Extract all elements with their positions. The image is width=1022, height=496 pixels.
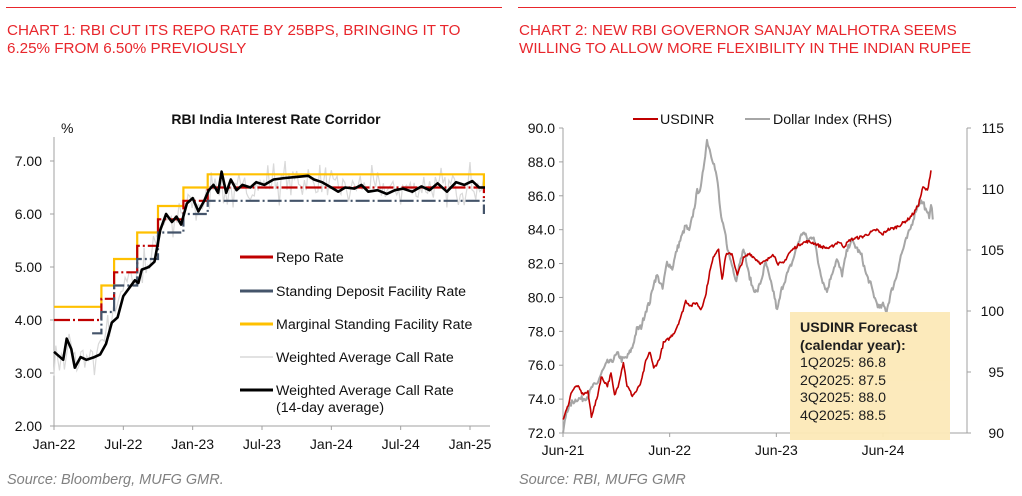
chart2-y-tick-label: 90.0	[528, 120, 555, 136]
forecast-line: 2Q2025: 87.5	[800, 372, 886, 389]
chart1-x-tick-label: Jan-25	[449, 436, 492, 452]
chart1-x-tick-label: Jan-23	[171, 436, 214, 452]
chart1-ylabel: %	[61, 120, 73, 136]
forecast-title: USDINR Forecast	[800, 320, 918, 336]
chart2-y2-tick-label: 95	[988, 364, 1004, 380]
chart1-y-tick-label: 6.00	[15, 206, 42, 222]
legend-label-dxy: Dollar Index (RHS)	[773, 112, 892, 128]
forecast-box: USDINR Forecast (calendar year): 1Q2025:…	[790, 312, 950, 440]
chart2-y2-tick-label: 115	[982, 120, 1005, 136]
chart2-y2-tick-label: 100	[981, 303, 1005, 319]
legend-label-msf: Marginal Standing Facility Rate	[276, 317, 472, 333]
forecast-line: 3Q2025: 88.0	[800, 390, 886, 407]
chart2-y-tick-label: 82.0	[528, 256, 555, 272]
chart1-x-tick-label: Jul-23	[243, 436, 281, 452]
heading-rule	[6, 7, 502, 8]
chart2-y-tick-label: 80.0	[528, 289, 555, 305]
chart2-heading: Chart 2: New RBI Governor Sanjay Malhotr…	[519, 22, 972, 57]
chart2-series-usdinr	[562, 170, 932, 420]
chart1-source: Source: Bloomberg, MUFG GMR.	[7, 472, 224, 488]
chart1-panel: Chart 1: RBI cut its repo rate by 25bps,…	[0, 0, 508, 496]
chart2-y-tick-label: 84.0	[528, 222, 555, 238]
chart2-y-tick-label: 88.0	[528, 154, 555, 170]
chart2-y-tick-label: 86.0	[528, 188, 555, 204]
legend-label-wacr14: Weighted Average Call Rate	[276, 383, 454, 399]
chart1-x-tick-label: Jan-22	[33, 436, 76, 452]
chart1-series-wacr14	[53, 170, 485, 370]
chart1-x-tick-label: Jul-24	[382, 436, 420, 452]
chart2-panel: Chart 2: New RBI Governor Sanjay Malhotr…	[512, 0, 1022, 496]
chart2-y-tick-label: 76.0	[528, 357, 555, 373]
forecast-line: 1Q2025: 86.8	[800, 355, 886, 372]
legend-label-wacr: Weighted Average Call Rate	[276, 350, 454, 366]
chart2-x-tick-label: Jun-22	[648, 442, 691, 458]
chart1-y-tick-label: 3.00	[15, 365, 42, 381]
legend-label-usdinr: USDINR	[660, 112, 714, 128]
chart1-title: RBI India Interest Rate Corridor	[171, 111, 381, 127]
chart2-y-tick-label: 74.0	[528, 391, 555, 407]
chart2-y2-tick-label: 90	[988, 425, 1004, 441]
chart2-y2-tick-label: 105	[981, 242, 1005, 258]
chart1-x-tick-label: Jul-22	[104, 436, 142, 452]
legend-label-wacr14-line2: (14-day average)	[276, 400, 384, 416]
chart2-x-tick-label: Jun-23	[755, 442, 798, 458]
chart2-y-tick-label: 72.0	[528, 425, 555, 441]
forecast-line: 4Q2025: 88.5	[800, 407, 886, 424]
forecast-subtitle: (calendar year):	[800, 337, 906, 354]
chart2-source: Source: RBI, MUFG GMR	[519, 472, 686, 488]
chart2-x-tick-label: Jun-21	[542, 442, 585, 458]
chart1-y-tick-label: 5.00	[15, 259, 42, 275]
heading-rule	[518, 7, 1016, 8]
chart1-y-tick-label: 2.00	[15, 418, 42, 434]
chart2-series-dxy	[562, 138, 934, 434]
chart1-series-sdf	[92, 199, 485, 335]
chart1-y-tick-label: 4.00	[15, 312, 42, 328]
chart1-heading: Chart 1: RBI cut its repo rate by 25bps,…	[7, 22, 461, 57]
chart2-y2-tick-label: 110	[982, 181, 1005, 197]
chart2-plot: 72.0 74.0 76.0 78.0 80.0 82.0 84.0 86.0 88.0 90.0…	[528, 112, 1005, 458]
chart1-series-wacr	[53, 160, 484, 376]
chart1-y-tick-label: 7.00	[15, 153, 42, 169]
legend-label-sdf: Standing Deposit Facility Rate	[276, 284, 466, 300]
chart2-y-tick-label: 78.0	[528, 323, 555, 339]
chart1-plot: RBI India Interest Rate Corridor % 2.00 3…	[15, 111, 492, 452]
chart1-x-tick-label: Jan-24	[310, 436, 353, 452]
legend-label-repo: Repo Rate	[276, 250, 344, 266]
chart2-x-tick-label: Jun-24	[862, 442, 905, 458]
